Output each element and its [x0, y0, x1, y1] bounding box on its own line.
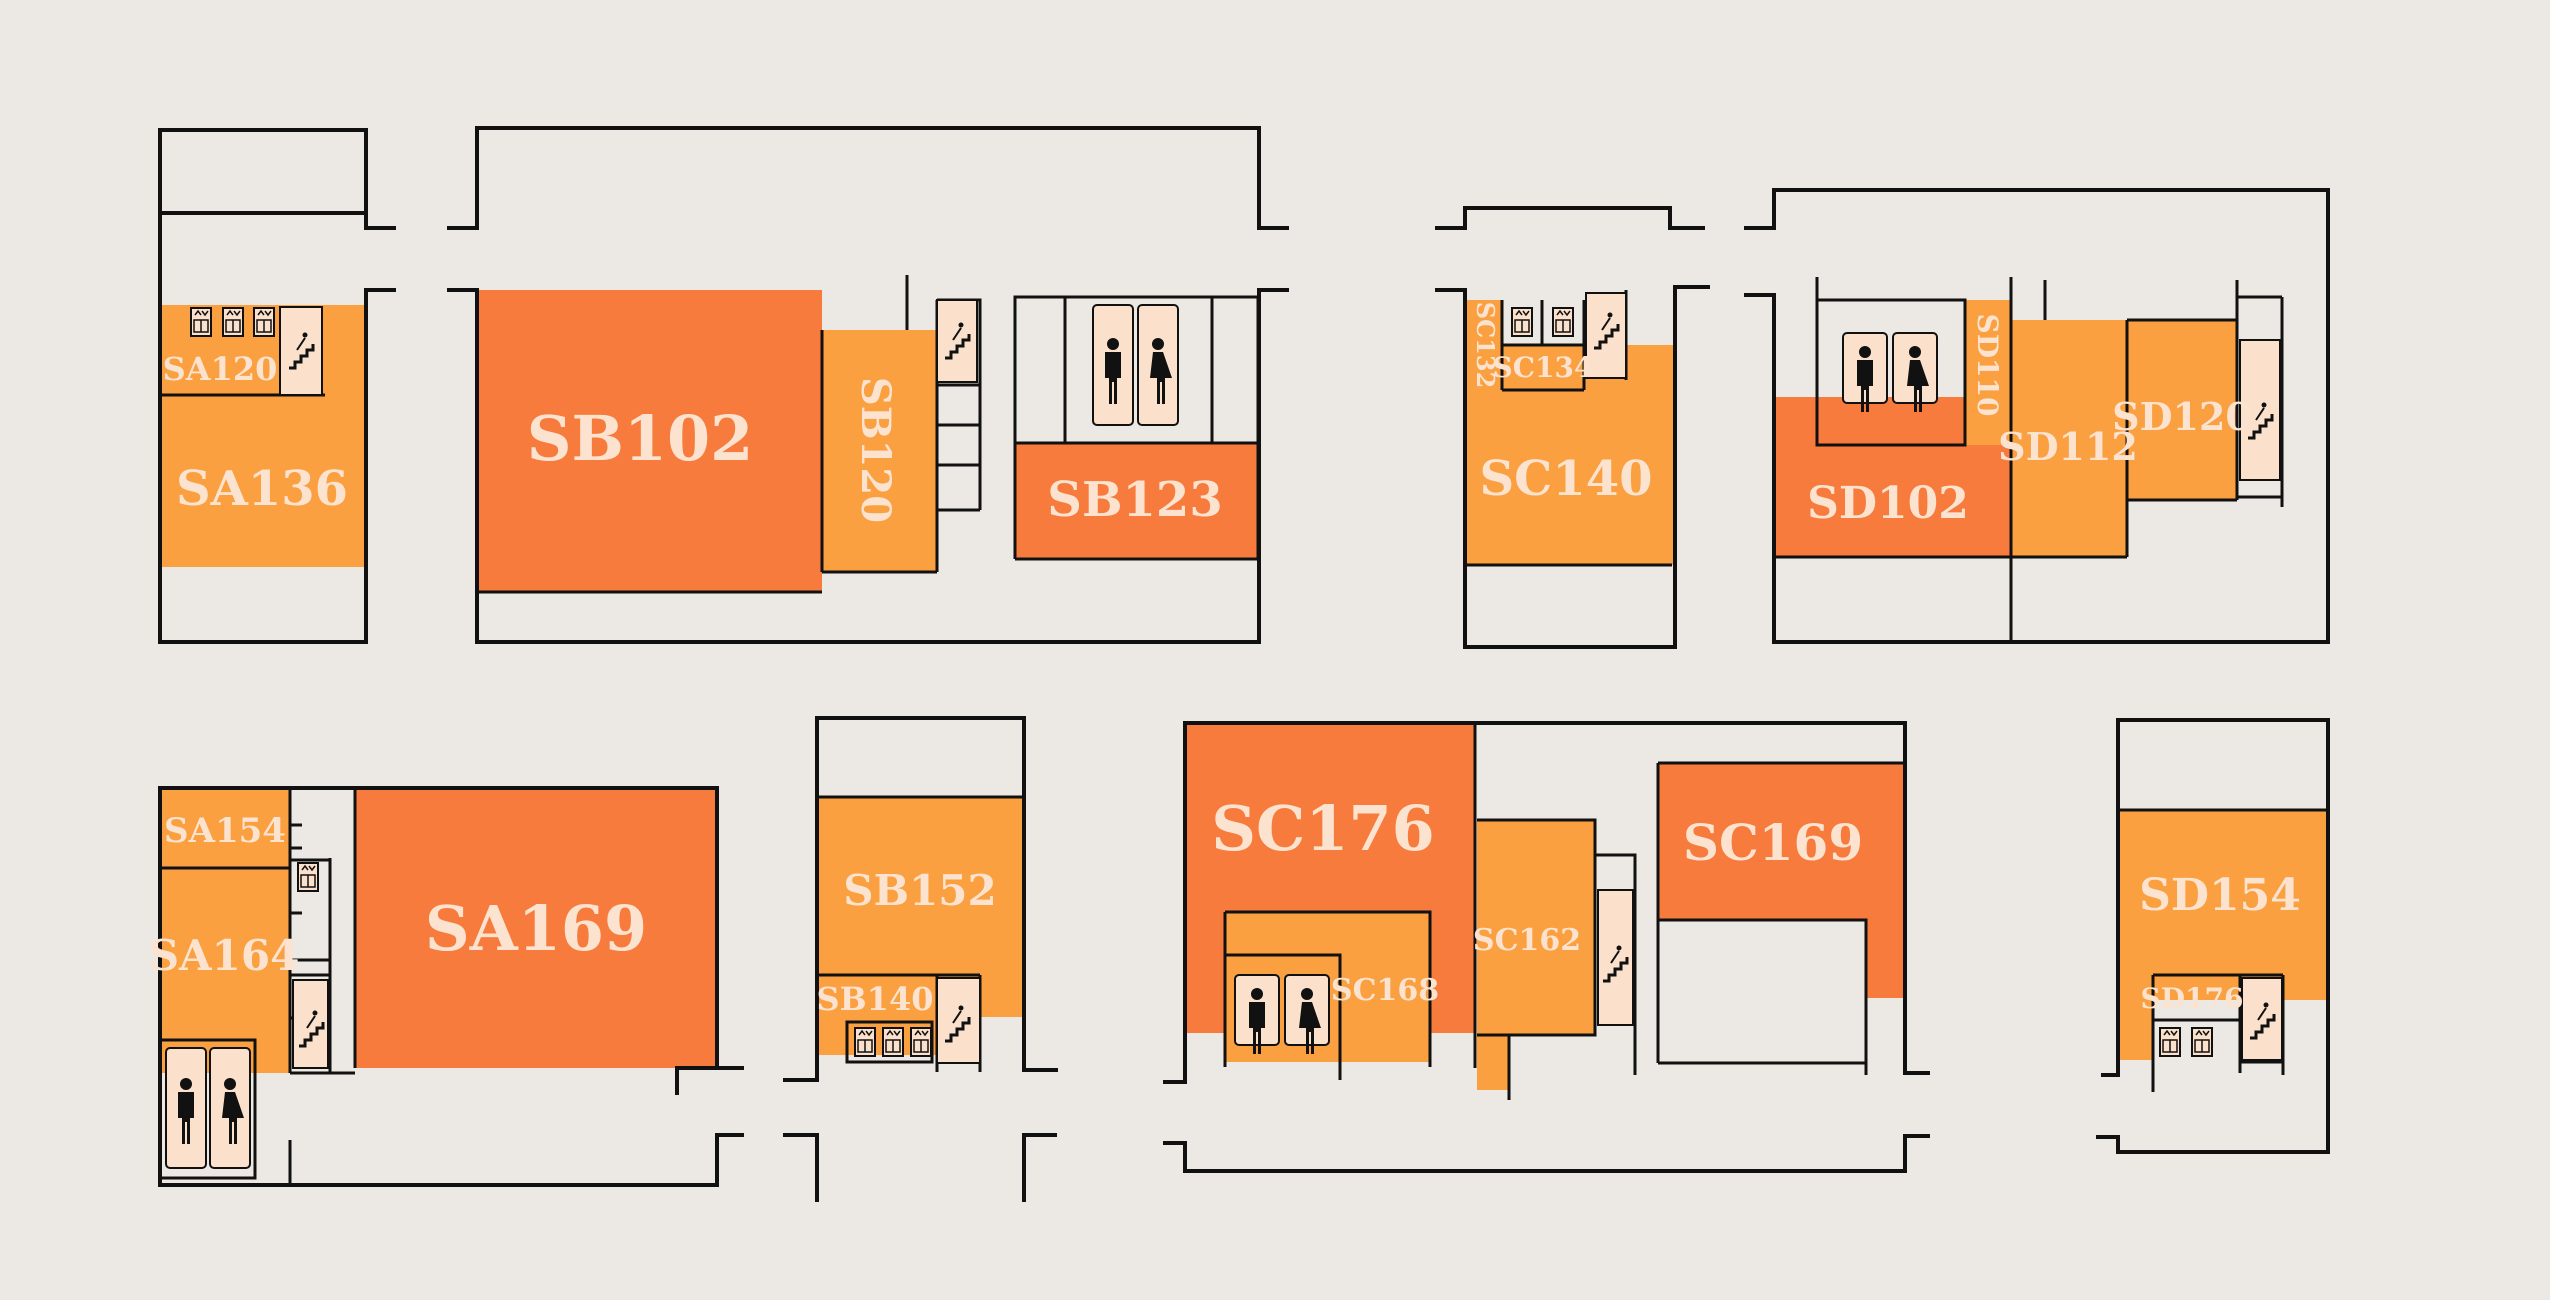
- elevator-icon: [253, 307, 275, 337]
- building-sc-bottom: SC176 SC162 SC168 SC169: [1163, 721, 1930, 1173]
- room-label-sc140[interactable]: SC140: [1479, 451, 1652, 507]
- room-label-sd120[interactable]: SD120: [2112, 394, 2252, 439]
- room-label-sa164[interactable]: SA164: [149, 931, 300, 980]
- building-sd-top: SD110 SD102 SD112 SD120: [1744, 188, 2330, 644]
- room-label-sc168[interactable]: SC168: [1331, 973, 1439, 1008]
- building-sa-bottom: SA154 SA164 SA169: [149, 786, 744, 1187]
- elevator-icon: [1552, 307, 1574, 337]
- elevator-icon: [1511, 307, 1533, 337]
- building-sd-bottom: SD154 SD176: [2096, 718, 2330, 1154]
- elevator-icon: [222, 307, 244, 337]
- room-label-sc169[interactable]: SC169: [1683, 813, 1863, 872]
- elevator-icon: [910, 1027, 932, 1057]
- building-sb-top: SB102 SB120 SB123: [447, 126, 1289, 644]
- room-label-sb120[interactable]: SB120: [852, 377, 899, 523]
- elevator-icon: [854, 1027, 876, 1057]
- building-sc-top: SC132 SC134 SC140: [1435, 206, 1710, 649]
- room-label-sb123[interactable]: SB123: [1047, 472, 1222, 528]
- room-label-sa154[interactable]: SA154: [164, 811, 286, 851]
- building-sb-bottom: SB152 SB140: [783, 716, 1058, 1202]
- room-label-sb152[interactable]: SB152: [843, 866, 997, 915]
- room-label-sc162[interactable]: SC162: [1473, 923, 1581, 958]
- room-label-sd154[interactable]: SD154: [2139, 870, 2301, 921]
- room-label-sa136[interactable]: SA136: [176, 461, 348, 517]
- room-label-sd102[interactable]: SD102: [1807, 478, 1969, 529]
- elevator-icon: [2159, 1027, 2181, 1057]
- elevator-icon: [2191, 1027, 2213, 1057]
- room-label-sc134[interactable]: SC134: [1493, 351, 1594, 384]
- room-label-sd110[interactable]: SD110: [1971, 314, 2004, 417]
- building-sa-top: SA120 SA136: [158, 128, 396, 644]
- room-label-sb140[interactable]: SB140: [817, 980, 934, 1018]
- room-label-sa120[interactable]: SA120: [163, 350, 278, 388]
- room-label-sd176[interactable]: SD176: [2141, 982, 2244, 1015]
- room-label-sa169[interactable]: SA169: [425, 892, 647, 965]
- room-label-sd112[interactable]: SD112: [1998, 424, 2138, 469]
- elevator-icon: [190, 307, 212, 337]
- room-label-sc176[interactable]: SC176: [1211, 792, 1435, 865]
- room-label-sc132[interactable]: SC132: [1471, 302, 1500, 389]
- room-label-sb102[interactable]: SB102: [527, 402, 754, 475]
- elevator-icon: [882, 1027, 904, 1057]
- elevator-icon: [297, 862, 319, 892]
